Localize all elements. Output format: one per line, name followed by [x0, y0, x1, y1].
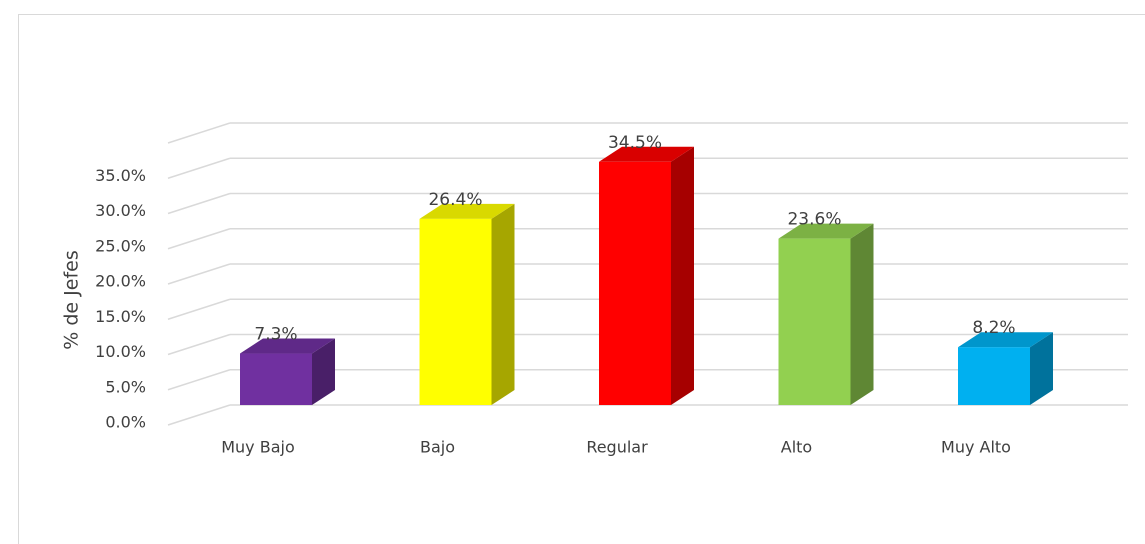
- grid-line: [167, 333, 231, 356]
- grid-line: [167, 404, 231, 426]
- data-label: 8.2%: [972, 318, 1015, 338]
- grid-line: [167, 122, 231, 144]
- y-tick-label: 5.0%: [105, 377, 146, 396]
- grid-line: [167, 157, 231, 179]
- bar-side: [671, 146, 694, 405]
- y-tick-label: 25.0%: [95, 236, 146, 255]
- grid-line: [167, 298, 231, 320]
- y-tick-label: 35.0%: [95, 166, 146, 185]
- bar-top: [958, 332, 1053, 348]
- chart-frame: [18, 14, 1145, 544]
- y-tick-label: 20.0%: [95, 272, 146, 291]
- bar: [778, 238, 851, 405]
- x-tick-label: Muy Alto: [941, 438, 1011, 457]
- data-label: 7.3%: [254, 325, 297, 345]
- data-label: 26.4%: [428, 190, 482, 210]
- x-tick-label: Regular: [586, 438, 648, 457]
- grid-line: [167, 228, 231, 250]
- grid-line: [167, 369, 231, 391]
- bar: [240, 353, 312, 405]
- bar-top: [599, 146, 694, 162]
- grid-line: [167, 192, 231, 215]
- x-tick-label: Muy Bajo: [221, 438, 295, 457]
- grid-line: [167, 263, 231, 285]
- bar: [958, 347, 1030, 405]
- x-tick-label: Alto: [781, 438, 812, 457]
- bar-top: [419, 203, 515, 219]
- y-tick-label: 15.0%: [95, 307, 146, 326]
- y-axis-title: % de Jefes: [61, 250, 83, 349]
- bar-top: [778, 223, 874, 239]
- bar-side: [1030, 332, 1053, 405]
- bar: [599, 161, 671, 405]
- y-tick-label: 30.0%: [95, 201, 146, 220]
- y-tick-label: 0.0%: [105, 413, 146, 432]
- bar: [419, 218, 492, 405]
- data-label: 34.5%: [608, 133, 662, 153]
- bar-side: [491, 203, 515, 405]
- bar-side: [312, 338, 335, 405]
- y-tick-label: 10.0%: [95, 342, 146, 361]
- bar-top: [240, 338, 335, 354]
- x-tick-label: Bajo: [420, 438, 455, 457]
- bar-side: [850, 223, 874, 405]
- data-label: 23.6%: [787, 210, 841, 230]
